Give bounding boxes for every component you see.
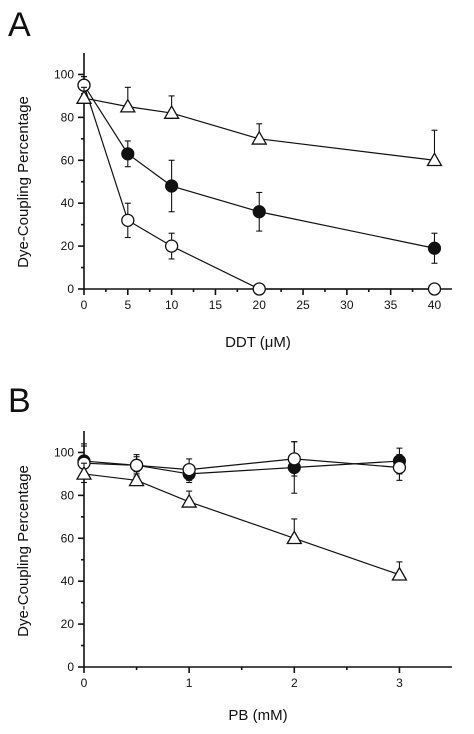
panel-a-y-axis-label: Dye-Coupling Percentage — [15, 96, 32, 268]
data-point-open-triangle — [391, 566, 408, 581]
data-point-filled-circle — [252, 205, 266, 219]
data-point-open-circle — [129, 458, 144, 472]
y-tick-label: 60 — [61, 153, 75, 167]
data-point-open-triangle — [286, 529, 303, 545]
y-tick-label: 60 — [61, 531, 75, 545]
data-point-open-circle — [287, 452, 301, 466]
x-tick-label: 0 — [81, 676, 88, 690]
series-line-open-triangle — [83, 473, 400, 576]
data-point-open-triangle — [251, 130, 268, 145]
panel-b: B Dye-Coupling Percentage PB (mM) 020406… — [8, 382, 452, 724]
data-point-open-triangle — [181, 493, 198, 508]
data-point-open-circle — [182, 462, 196, 477]
y-tick-label: 80 — [61, 110, 75, 124]
data-point-open-triangle — [426, 151, 443, 167]
x-tick-label: 30 — [340, 298, 354, 312]
x-tick-label: 3 — [396, 676, 403, 690]
y-tick-label: 40 — [61, 196, 75, 210]
x-tick-label: 5 — [124, 298, 131, 312]
data-point-open-triangle — [75, 465, 93, 480]
data-point-open-triangle — [119, 98, 136, 113]
x-tick-label: 1 — [186, 676, 193, 690]
data-point-open-circle — [392, 460, 407, 475]
panel-b-y-axis-label: Dye-Coupling Percentage — [15, 465, 32, 637]
y-tick-label: 80 — [61, 488, 75, 502]
y-tick-label: 100 — [54, 67, 74, 81]
x-tick-label: 0 — [81, 298, 88, 312]
x-tick-label: 15 — [209, 298, 223, 312]
data-point-open-circle — [427, 282, 442, 296]
data-point-open-circle — [164, 239, 179, 253]
data-point-filled-circle — [427, 241, 442, 255]
x-tick-label: 20 — [253, 298, 267, 312]
data-point-open-circle — [252, 282, 266, 296]
x-tick-label: 10 — [165, 298, 179, 312]
data-point-filled-circle — [121, 147, 135, 161]
x-tick-label: 25 — [296, 298, 310, 312]
y-tick-label: 0 — [67, 660, 74, 674]
y-tick-label: 20 — [61, 239, 75, 253]
data-point-open-triangle — [163, 104, 180, 119]
data-point-open-circle — [121, 213, 135, 227]
panel-b-x-axis-label: PB (mM) — [228, 707, 287, 724]
x-tick-label: 40 — [428, 298, 442, 312]
y-tick-label: 40 — [61, 574, 75, 588]
panel-a: A Dye-Coupling Percentage DDT (μM) 0 20 40… — [8, 6, 452, 351]
x-tick-label: 2 — [291, 676, 298, 690]
y-tick-label: 0 — [67, 282, 74, 296]
x-tick-label: 35 — [384, 298, 398, 312]
y-tick-label: 100 — [54, 445, 74, 459]
panel-a-letter: A — [8, 6, 31, 44]
series-line-open-circle — [83, 84, 435, 290]
panel-a-x-axis-label: DDT (μM) — [225, 334, 291, 351]
data-point-open-triangle — [128, 472, 145, 487]
y-tick-label: 20 — [61, 617, 75, 631]
panel-b-letter: B — [8, 382, 31, 420]
data-point-open-triangle — [75, 89, 93, 104]
data-point-filled-circle — [165, 179, 179, 193]
